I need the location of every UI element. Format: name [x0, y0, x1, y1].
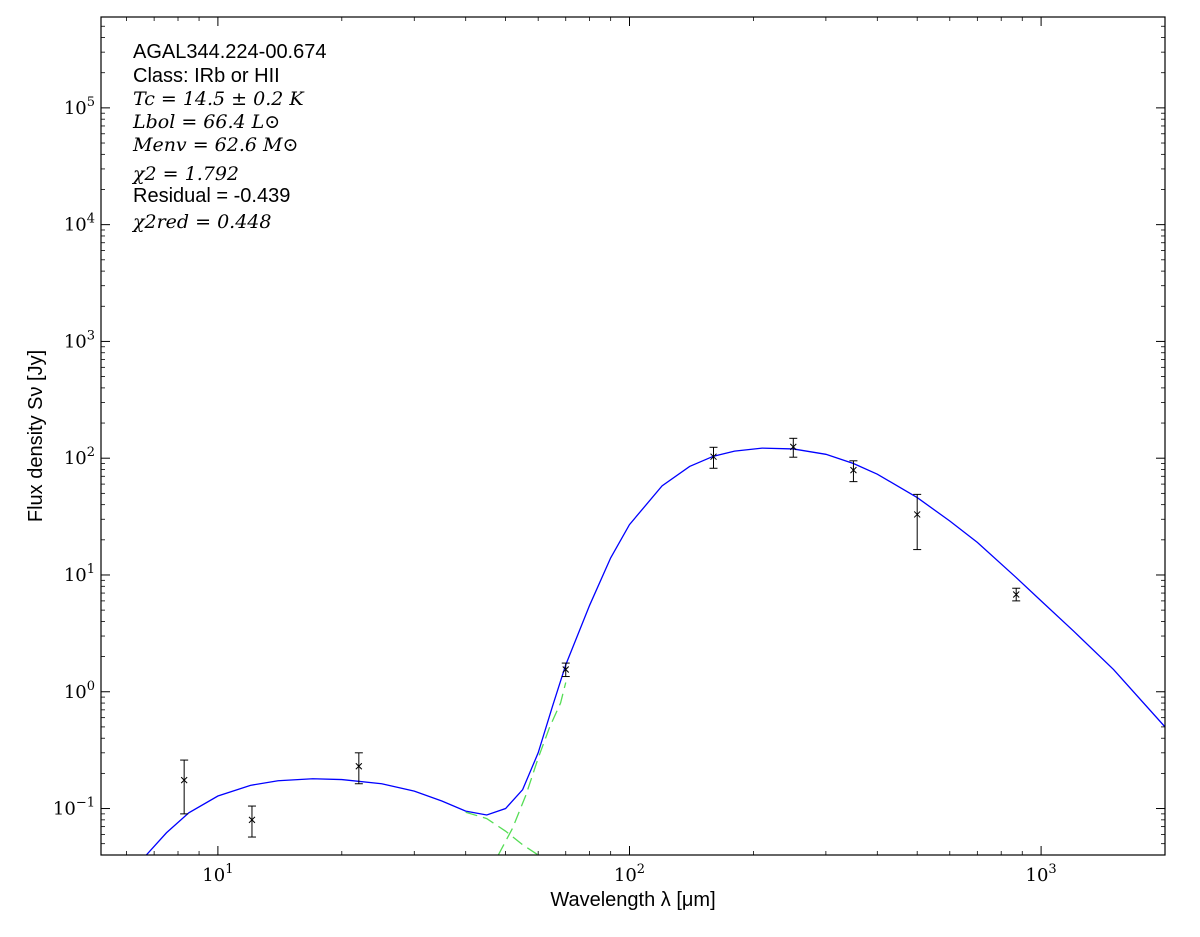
component-curve-1	[465, 811, 539, 855]
annotation-line-7: χ2red = 0.448	[131, 211, 271, 233]
marker-x-b	[1012, 591, 1020, 598]
marker-x-b	[355, 762, 363, 770]
x-tick-label-2: 103	[1026, 862, 1057, 886]
data-point-0	[180, 759, 189, 815]
annotation-line-1: Class: IRb or HII	[133, 65, 280, 87]
x-axis-label: Wavelength λ [μm]	[550, 889, 715, 911]
y-tick-label-3: 102	[64, 445, 95, 469]
annotation-line-3: Lbol = 66.4 L⊙	[132, 111, 280, 133]
y-tick-label-0: 10−1	[53, 796, 95, 820]
plot-background	[101, 17, 1165, 855]
x-tick-label-0: 101	[202, 862, 233, 886]
data-point-1	[247, 805, 256, 838]
y-tick-label-1: 100	[64, 679, 95, 703]
annotation-line-0: AGAL344.224-00.674	[133, 41, 327, 63]
x-tick-label-1: 102	[614, 862, 645, 886]
marker-x-b	[248, 816, 256, 824]
data-point-6	[849, 460, 858, 483]
marker-x-b	[562, 666, 570, 673]
marker-x-b	[850, 466, 857, 474]
component-curve-2	[497, 682, 567, 855]
y-axis-label: Flux density Sν [Jy]	[25, 350, 47, 522]
annotation-line-5: χ2 = 1.792	[131, 163, 239, 185]
data-point-3	[561, 662, 570, 678]
marker-x-b	[913, 511, 921, 518]
y-tick-label-5: 104	[64, 212, 95, 236]
marker-x-b	[710, 453, 717, 461]
marker-x-b	[180, 776, 188, 784]
plot-frame	[100, 16, 1166, 856]
marker-x-b	[789, 443, 797, 451]
y-tick-label-2: 101	[64, 562, 95, 586]
y-tick-label-6: 105	[64, 95, 95, 119]
annotation-line-2: Tc = 14.5 ± 0.2 K	[133, 88, 305, 110]
data-point-8	[1012, 587, 1021, 602]
ticks-group: 101 102 103 10−1 100 101 102 103 104 105	[53, 17, 1165, 886]
model-curve-0	[145, 447, 1165, 855]
annotation-line-6: Residual = -0.439	[133, 185, 290, 207]
y-tick-label-4: 103	[64, 328, 95, 352]
annotation-line-4: Menv = 62.6 M⊙	[132, 134, 298, 156]
data-point-4	[709, 446, 718, 469]
series-group	[145, 447, 1165, 855]
data-point-5	[789, 437, 798, 458]
data-point-7	[913, 493, 922, 551]
data-point-2	[354, 752, 363, 785]
data-points-group	[180, 437, 1021, 838]
